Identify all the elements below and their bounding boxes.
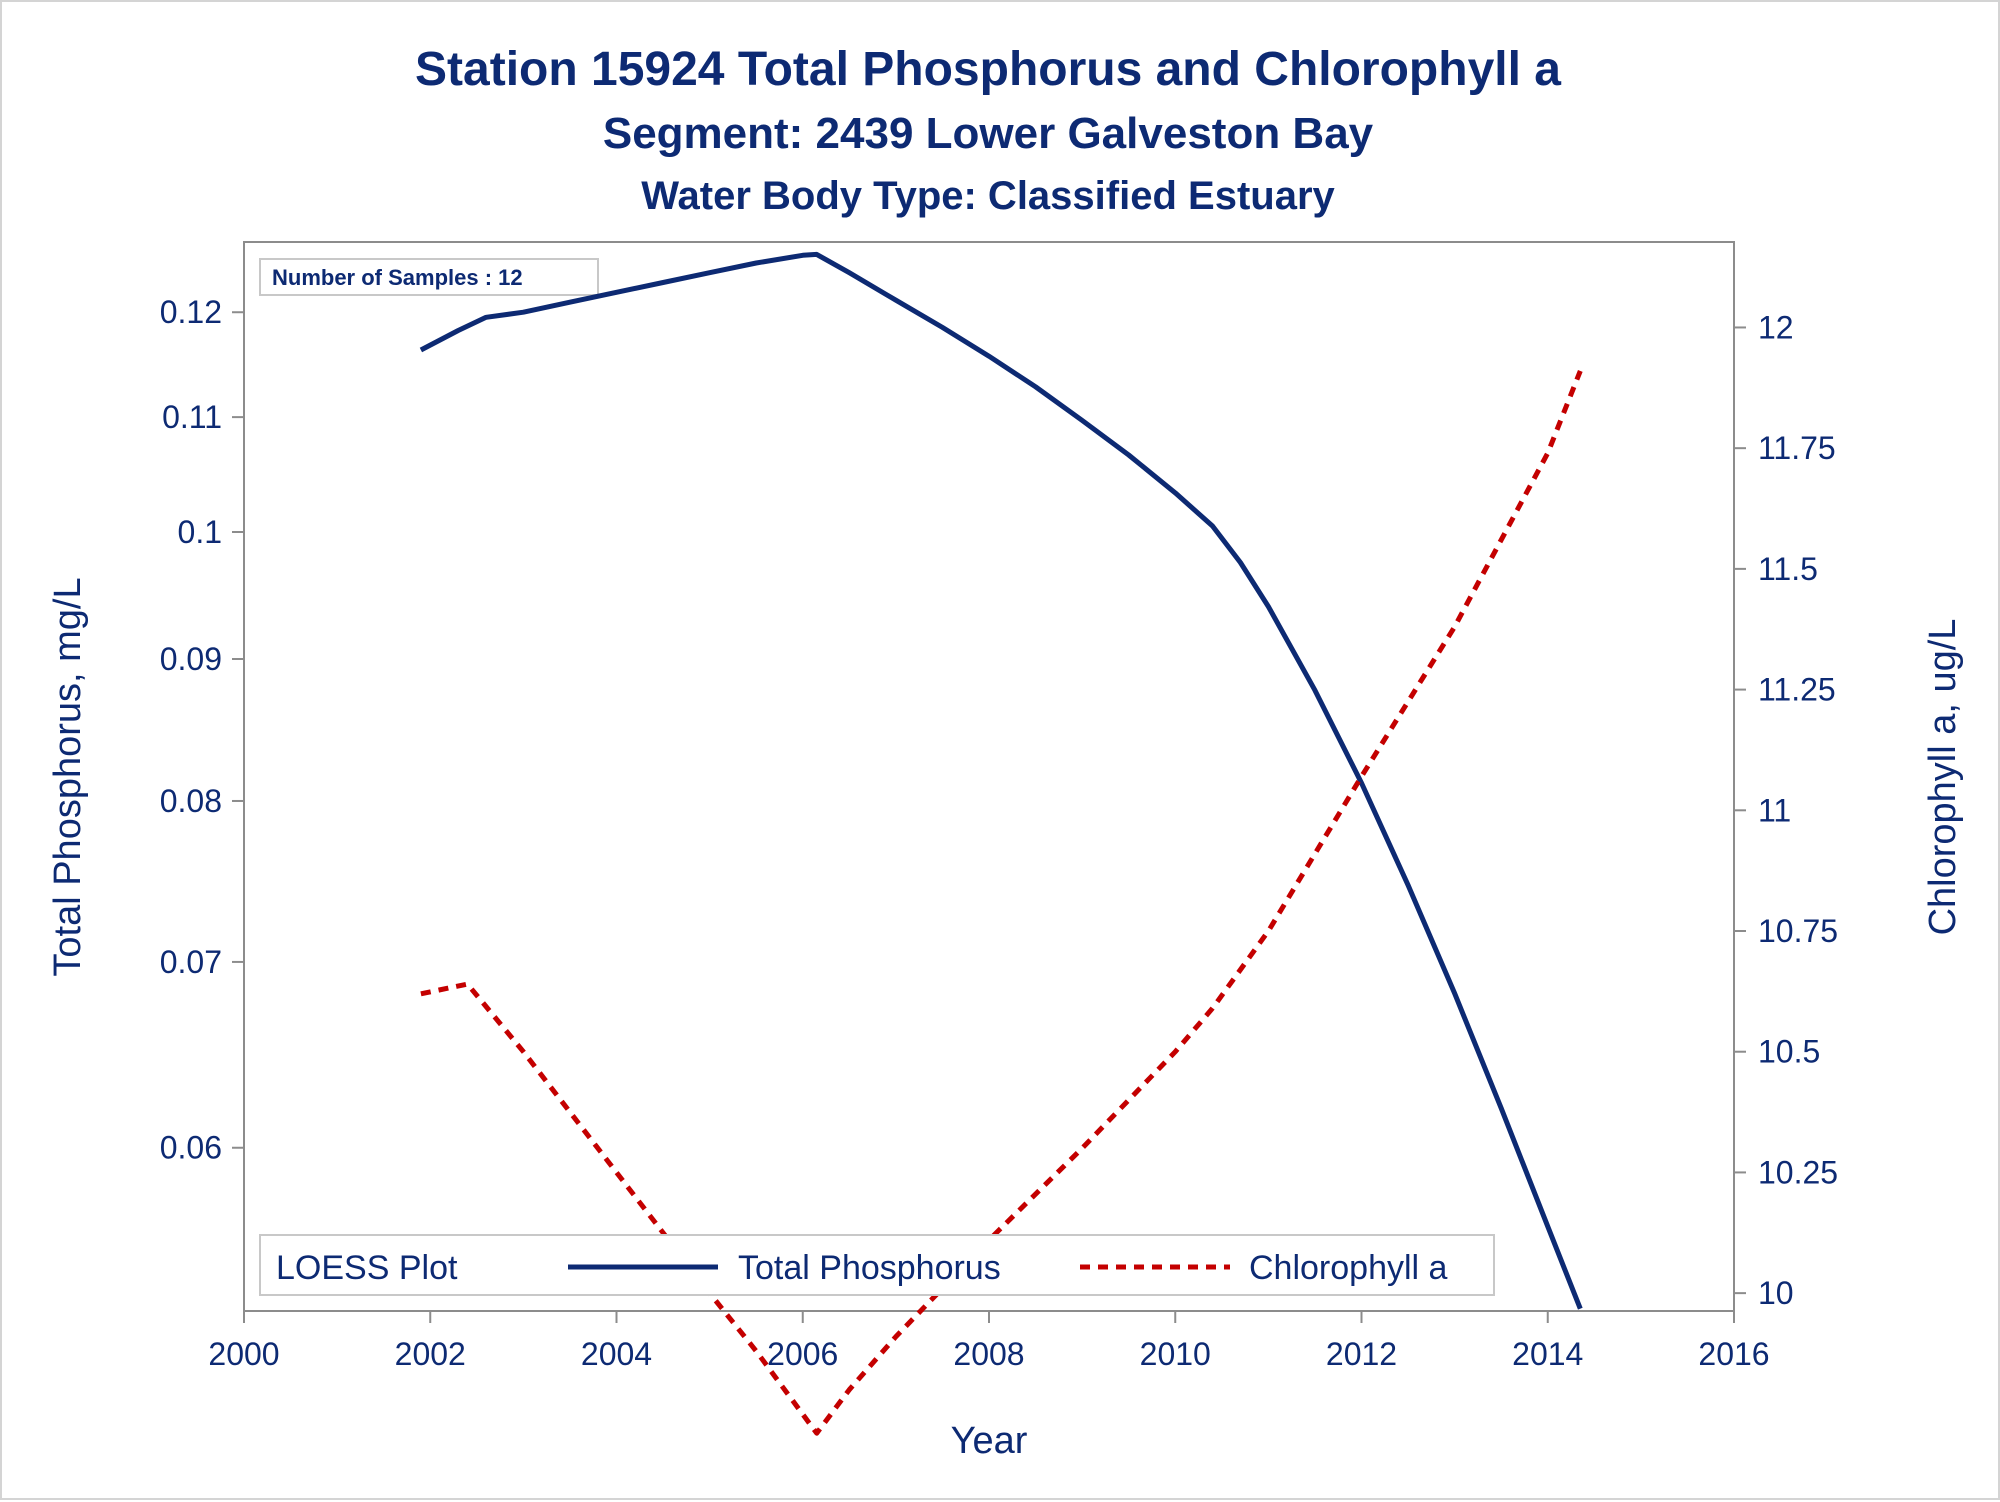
y-left-tick-label: 0.06 <box>160 1130 222 1166</box>
y-right-tick-label: 11.75 <box>1758 430 1836 466</box>
x-tick-label: 2004 <box>581 1336 652 1372</box>
y-right-tick-label: 10.5 <box>1758 1034 1820 1070</box>
legend: LOESS Plot Total Phosphorus Chlorophyll … <box>259 1234 1495 1296</box>
chart-subtitle-2: Water Body Type: Classified Estuary <box>641 174 1335 218</box>
y-left-tick-label: 0.08 <box>160 783 222 819</box>
legend-label-chlorophyll: Chlorophyll a <box>1249 1249 1448 1287</box>
samples-count-label: Number of Samples : 12 <box>272 265 523 290</box>
y-axis-left: 0.06 0.07 0.08 0.09 0.1 0.11 0.12 <box>160 294 244 1166</box>
y-right-tick-label: 11.25 <box>1758 672 1836 708</box>
x-tick-label: 2010 <box>1140 1336 1211 1372</box>
y-right-tick-label: 10 <box>1758 1275 1794 1311</box>
y-left-tick-label: 0.1 <box>178 514 222 550</box>
chart-title: Station 15924 Total Phosphorus and Chlor… <box>415 43 1561 96</box>
x-tick-label: 2012 <box>1326 1336 1397 1372</box>
y-right-tick-label: 11.5 <box>1758 551 1818 587</box>
x-tick-label: 2008 <box>953 1336 1024 1372</box>
y-right-tick-label: 11 <box>1758 792 1791 828</box>
series-line-total-phosphorus <box>419 251 1583 1310</box>
y-left-tick-label: 0.12 <box>160 294 222 330</box>
x-tick-label: 2006 <box>767 1336 838 1372</box>
chart-subtitle: Segment: 2439 Lower Galveston Bay <box>603 109 1374 158</box>
x-tick-label: 2016 <box>1698 1336 1769 1372</box>
legend-box <box>259 1234 1495 1296</box>
y-axis-right: 10 10.25 10.5 10.75 11 11.25 11.5 11.75 12 <box>1734 309 1838 1311</box>
y-right-tick-label: 10.25 <box>1758 1154 1838 1190</box>
x-tick-label: 2002 <box>395 1336 466 1372</box>
x-axis-label: Year <box>951 1420 1028 1462</box>
series-layer <box>419 251 1583 1436</box>
x-tick-label: 2000 <box>208 1336 279 1372</box>
y-right-tick-label: 12 <box>1758 309 1794 345</box>
y-axis-left-label: Total Phosphorus, mg/L <box>47 577 89 976</box>
x-tick-label: 2014 <box>1512 1336 1583 1372</box>
samples-inset: Number of Samples : 12 <box>259 258 599 296</box>
x-axis: 2000 2002 2004 2006 2008 2010 2012 2014 2016 <box>208 1311 1770 1372</box>
y-axis-right-label: Chlorophyll a, ug/L <box>1922 619 1964 936</box>
y-left-tick-label: 0.07 <box>160 944 222 980</box>
legend-title: LOESS Plot <box>276 1249 458 1287</box>
y-left-tick-label: 0.09 <box>160 641 222 677</box>
plot-area <box>243 241 1735 1312</box>
y-right-tick-label: 10.75 <box>1758 913 1838 949</box>
legend-label-phosphorus: Total Phosphorus <box>738 1249 1001 1287</box>
series-line-chlorophyll-a <box>420 369 1583 1436</box>
y-left-tick-label: 0.11 <box>162 399 222 435</box>
